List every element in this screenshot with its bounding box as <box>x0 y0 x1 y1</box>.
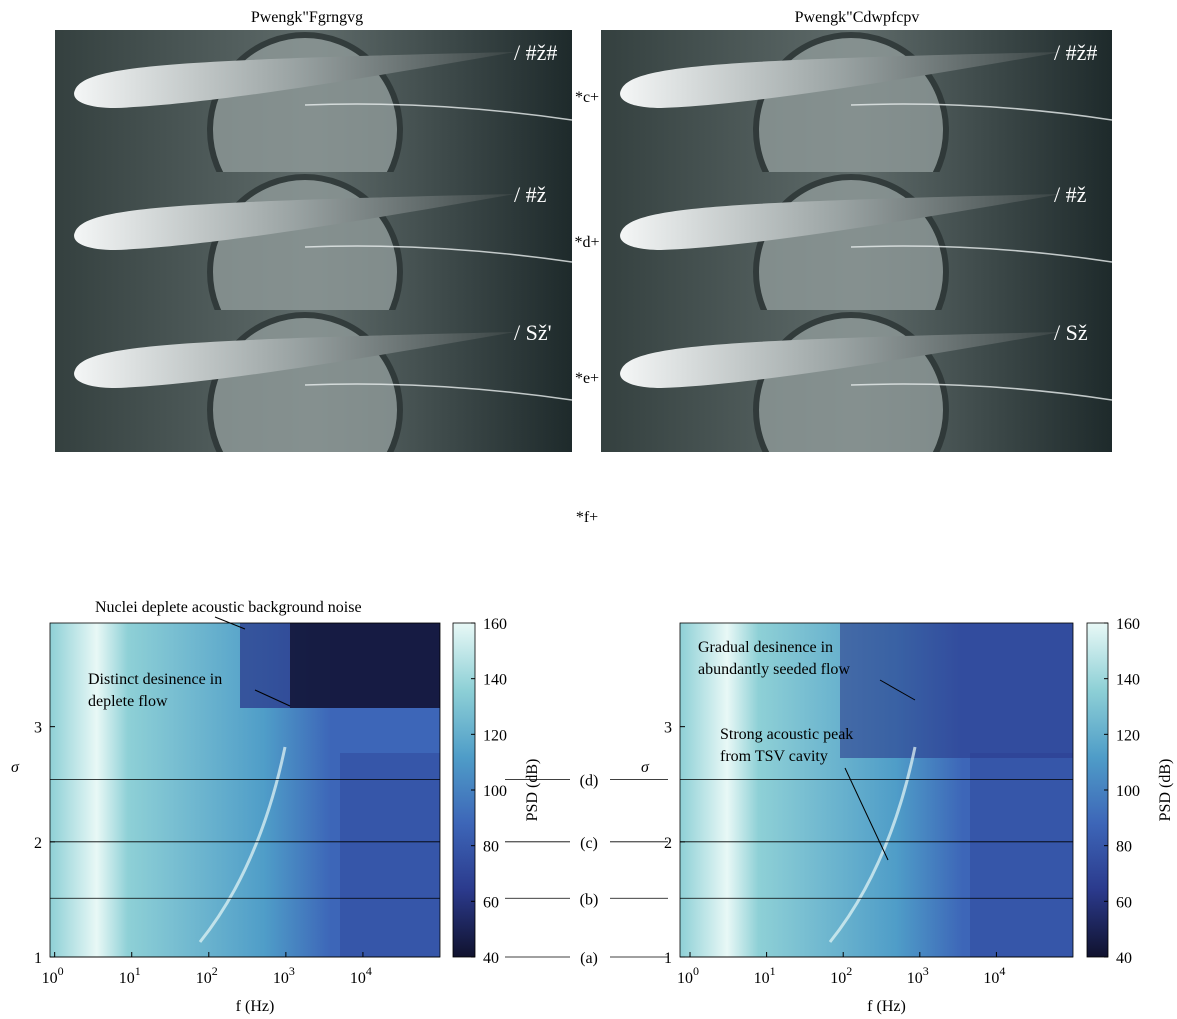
colorbar-tick-label: 120 <box>1116 727 1140 744</box>
annotation: Gradual desinence in <box>698 639 833 656</box>
x-tick-exp: 3 <box>289 964 295 978</box>
x-axis-label: f (Hz) <box>867 998 906 1015</box>
photo-tag: / Sž <box>1054 320 1088 345</box>
colorbar-tick-label: 160 <box>1116 616 1140 633</box>
level-label: (b) <box>580 891 599 908</box>
level-label: (c) <box>580 835 598 852</box>
x-tick-base: 10 <box>196 970 212 987</box>
x-tick-base: 10 <box>983 970 999 987</box>
y-axis-label: σ <box>641 759 650 776</box>
x-tick-label: 100 <box>42 964 64 987</box>
x-tick-label: 101 <box>119 964 141 987</box>
y-tick-label: 3 <box>664 720 672 737</box>
x-tick-base: 10 <box>273 970 289 987</box>
panel-label: *f+ <box>576 509 598 526</box>
x-tick-label: 104 <box>983 964 1005 987</box>
annotation: from TSV cavity <box>720 748 828 765</box>
y-tick-label: 1 <box>664 950 672 967</box>
x-tick-base: 10 <box>119 970 135 987</box>
x-tick-exp: 1 <box>135 964 141 978</box>
column-title: Pwengk"Cdwpfcpv <box>795 9 920 26</box>
x-tick-exp: 4 <box>999 964 1005 978</box>
photo-tag: / #ž <box>514 182 547 207</box>
row-label: *e+ <box>575 370 599 387</box>
x-tick-exp: 4 <box>366 964 372 978</box>
level-label: (a) <box>580 950 598 967</box>
x-tick-exp: 0 <box>693 964 699 978</box>
x-tick-label: 103 <box>273 964 295 987</box>
colorbar-tick-label: 100 <box>483 783 507 800</box>
x-tick-base: 10 <box>677 970 693 987</box>
colorbar-tick-label: 80 <box>1116 839 1132 856</box>
x-tick-label: 104 <box>350 964 372 987</box>
colorbar-label: PSD (dB) <box>524 759 541 822</box>
x-tick-exp: 1 <box>770 964 776 978</box>
colorbar-tick-label: 60 <box>483 894 499 911</box>
x-tick-label: 103 <box>907 964 929 987</box>
x-tick-label: 102 <box>830 964 852 987</box>
x-tick-exp: 2 <box>846 964 852 978</box>
x-tick-exp: 0 <box>58 964 64 978</box>
level-label: (d) <box>580 773 599 790</box>
heatmap-region <box>970 753 1073 957</box>
y-tick-label: 2 <box>34 835 42 852</box>
annotation: Distinct desinence in <box>88 671 222 688</box>
photo <box>601 310 1112 505</box>
x-tick-exp: 3 <box>923 964 929 978</box>
heatmap-region <box>290 623 440 708</box>
photo-tag: / #ž# <box>514 40 557 65</box>
figure: Pwengk"Fgrngvg Pwengk"Cdwpfcpv / #ž# / #ž# *… <box>0 0 1177 1019</box>
row-label: *d+ <box>574 234 599 251</box>
colorbar-tick-label: 40 <box>1116 950 1132 967</box>
x-tick-base: 10 <box>350 970 366 987</box>
x-tick-label: 101 <box>754 964 776 987</box>
x-tick-base: 10 <box>830 970 846 987</box>
annotation: deplete flow <box>88 693 168 710</box>
photo-tag: / Sž' <box>514 320 552 345</box>
y-tick-label: 2 <box>664 835 672 852</box>
row-label: *c+ <box>575 89 599 106</box>
y-axis-label: σ <box>11 759 20 776</box>
colorbar-tick-label: 40 <box>483 950 499 967</box>
annotation: abundantly seeded flow <box>698 661 850 678</box>
x-tick-base: 10 <box>42 970 58 987</box>
column-title: Pwengk"Fgrngvg <box>251 9 363 26</box>
colorbar-tick-label: 140 <box>1116 672 1140 689</box>
annotation: Nuclei deplete acoustic background noise <box>95 599 362 616</box>
colorbar-tick-label: 140 <box>483 672 507 689</box>
colorbar-tick-label: 160 <box>483 616 507 633</box>
x-axis-label: f (Hz) <box>236 998 275 1015</box>
heatmap-region <box>340 753 440 957</box>
x-tick-base: 10 <box>754 970 770 987</box>
x-tick-label: 102 <box>196 964 218 987</box>
x-tick-exp: 2 <box>212 964 218 978</box>
colorbar-tick-label: 60 <box>1116 894 1132 911</box>
y-tick-label: 3 <box>34 720 42 737</box>
photo-tag: / #ž# <box>1054 40 1097 65</box>
x-tick-base: 10 <box>907 970 923 987</box>
photo <box>55 310 572 505</box>
colorbar-label: PSD (dB) <box>1157 759 1174 822</box>
colorbar-tick-label: 120 <box>483 727 507 744</box>
annotation: Strong acoustic peak <box>720 726 853 743</box>
y-tick-label: 1 <box>34 950 42 967</box>
colorbar-tick-label: 100 <box>1116 783 1140 800</box>
photo-tag: / #ž <box>1054 182 1087 207</box>
colorbar-tick-label: 80 <box>483 839 499 856</box>
heatmap-region <box>840 623 1073 758</box>
x-tick-label: 100 <box>677 964 699 987</box>
